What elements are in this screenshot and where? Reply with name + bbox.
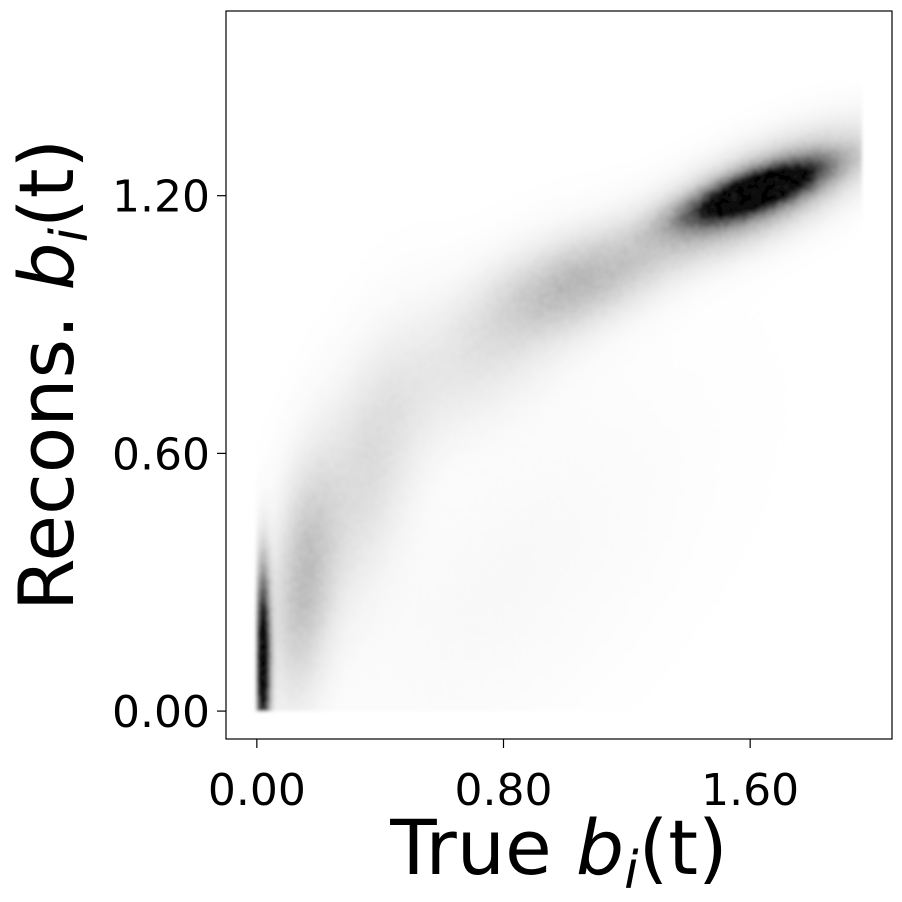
y-tick-label: 0.00	[112, 687, 210, 738]
y-tick-label: 1.20	[112, 172, 210, 223]
y-axis-title-suffix: (t)	[2, 139, 91, 228]
y-axis-ticks: 0.00 0.60 1.20	[112, 172, 226, 738]
x-axis-title-var: b	[576, 803, 624, 892]
y-axis-title-prefix: Recons.	[2, 291, 91, 612]
x-tick-label: 0.80	[455, 765, 553, 816]
y-axis-title: Recons. bi(t)	[2, 139, 100, 611]
y-tick-label: 0.60	[112, 429, 210, 480]
x-axis-title-sub: i	[624, 841, 639, 901]
x-axis-ticks: 0.00 0.80 1.60	[208, 739, 799, 816]
x-tick-label: 1.60	[701, 765, 799, 816]
x-axis-title-prefix: True	[389, 803, 576, 892]
y-axis-title-sub: i	[40, 227, 100, 242]
plot-frame	[225, 10, 893, 740]
y-axis-title-var: b	[2, 242, 91, 290]
density-layer	[226, 11, 892, 739]
x-axis-title: True bi(t)	[389, 803, 727, 901]
density-image	[226, 11, 892, 739]
x-tick-label: 0.00	[208, 765, 306, 816]
x-axis-title-suffix: (t)	[639, 803, 728, 892]
